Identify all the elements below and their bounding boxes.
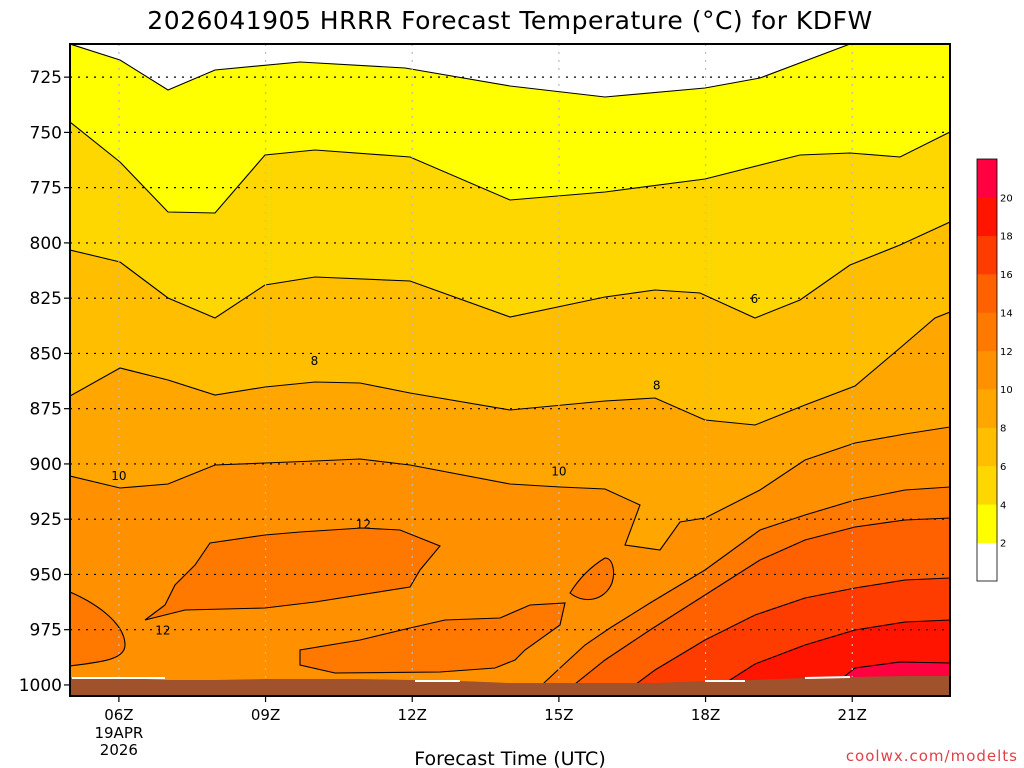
contour-line-8 xyxy=(70,311,950,426)
contour-label: 10 xyxy=(111,469,126,483)
y-tick-label: 725 xyxy=(30,68,62,88)
contour-line-12b xyxy=(144,527,441,621)
y-tick-label: 875 xyxy=(30,400,62,420)
colorbar-label: 6 xyxy=(1000,462,1006,473)
colorbar-swatch xyxy=(977,427,997,467)
contour-line-4 xyxy=(70,121,950,214)
y-tick-label: 850 xyxy=(30,344,62,364)
colorbar-label: 12 xyxy=(1000,347,1013,358)
y-tick-label: 750 xyxy=(30,123,62,143)
colorbar-swatch xyxy=(977,465,997,505)
y-tick-label: 925 xyxy=(30,510,62,530)
y-tick-label: 900 xyxy=(30,455,62,475)
y-axis: 725 750 775 800 825 850 875 900 925 950 975 1000 xyxy=(19,68,70,696)
y-tick-label: 800 xyxy=(30,234,62,254)
colorbar-swatch xyxy=(977,159,997,198)
x-tick-label: 15Z xyxy=(544,706,573,724)
y-tick-label: 825 xyxy=(30,289,62,309)
x-tick-label: 18Z xyxy=(691,706,720,724)
chart-title: 2026041905 HRRR Forecast Temperature (°C… xyxy=(147,6,872,35)
plot-area: 6 8 8 10 10 12 12 xyxy=(70,44,950,696)
colorbar-frame xyxy=(976,158,998,582)
contour-label: 6 xyxy=(751,292,759,306)
colorbar-label: 14 xyxy=(1000,308,1013,319)
contour-label: 12 xyxy=(356,518,371,532)
colorbar-label: 8 xyxy=(1000,424,1006,435)
colorbar-label: 2 xyxy=(1000,539,1006,550)
contour-line-16 xyxy=(619,577,950,696)
contour-line-6 xyxy=(70,221,950,319)
contour-label: 8 xyxy=(311,354,319,368)
colorbar: 2 4 6 8 10 12 14 16 18 20 xyxy=(976,158,1013,582)
colorbar-label: 18 xyxy=(1000,232,1013,243)
y-tick-label: 775 xyxy=(30,179,62,199)
colorbar-swatch xyxy=(977,504,997,543)
colorbar-swatch xyxy=(977,197,997,237)
colorbar-label: 20 xyxy=(1000,193,1013,204)
colorbar-label: 16 xyxy=(1000,270,1013,281)
x-tick-label: 12Z xyxy=(398,706,427,724)
plot-frame xyxy=(69,43,951,697)
contour-label: 12 xyxy=(155,624,170,638)
colorbar-swatch xyxy=(977,350,997,390)
contour-line-12d xyxy=(569,557,615,601)
y-tick-label: 950 xyxy=(30,565,62,585)
y-tick-label: 975 xyxy=(30,621,62,641)
contour-line-2 xyxy=(70,44,851,98)
contour-line-12c xyxy=(299,602,566,674)
colorbar-label: 4 xyxy=(1000,500,1006,511)
contour-label: 10 xyxy=(551,465,566,479)
contour-labels: 6 8 8 10 10 12 12 xyxy=(111,292,759,638)
x-tick-label: 06Z xyxy=(104,706,133,724)
x-tick-sublabel: 2026 xyxy=(100,741,138,759)
colorbar-swatch xyxy=(977,312,997,352)
contour-label: 8 xyxy=(653,378,661,392)
contour-line-12e xyxy=(529,486,950,696)
colorbar-swatch xyxy=(977,274,997,313)
contour-lines xyxy=(70,44,950,696)
credit-text: coolwx.com/modelts xyxy=(846,747,1018,765)
surface-highlights xyxy=(72,676,851,682)
x-tick-sublabel: 19APR xyxy=(94,724,143,742)
colorbar-label: 10 xyxy=(1000,385,1013,396)
colorbar-swatch xyxy=(977,389,997,428)
colorbar-swatch xyxy=(977,235,997,275)
y-tick-label: 1000 xyxy=(19,676,62,696)
x-tick-label: 09Z xyxy=(251,706,280,724)
contour-line-12a xyxy=(70,591,126,667)
colorbar-swatch xyxy=(977,542,997,582)
x-axis-label: Forecast Time (UTC) xyxy=(414,748,605,768)
contour-line-14 xyxy=(559,517,950,696)
x-tick-label: 21Z xyxy=(838,706,867,724)
